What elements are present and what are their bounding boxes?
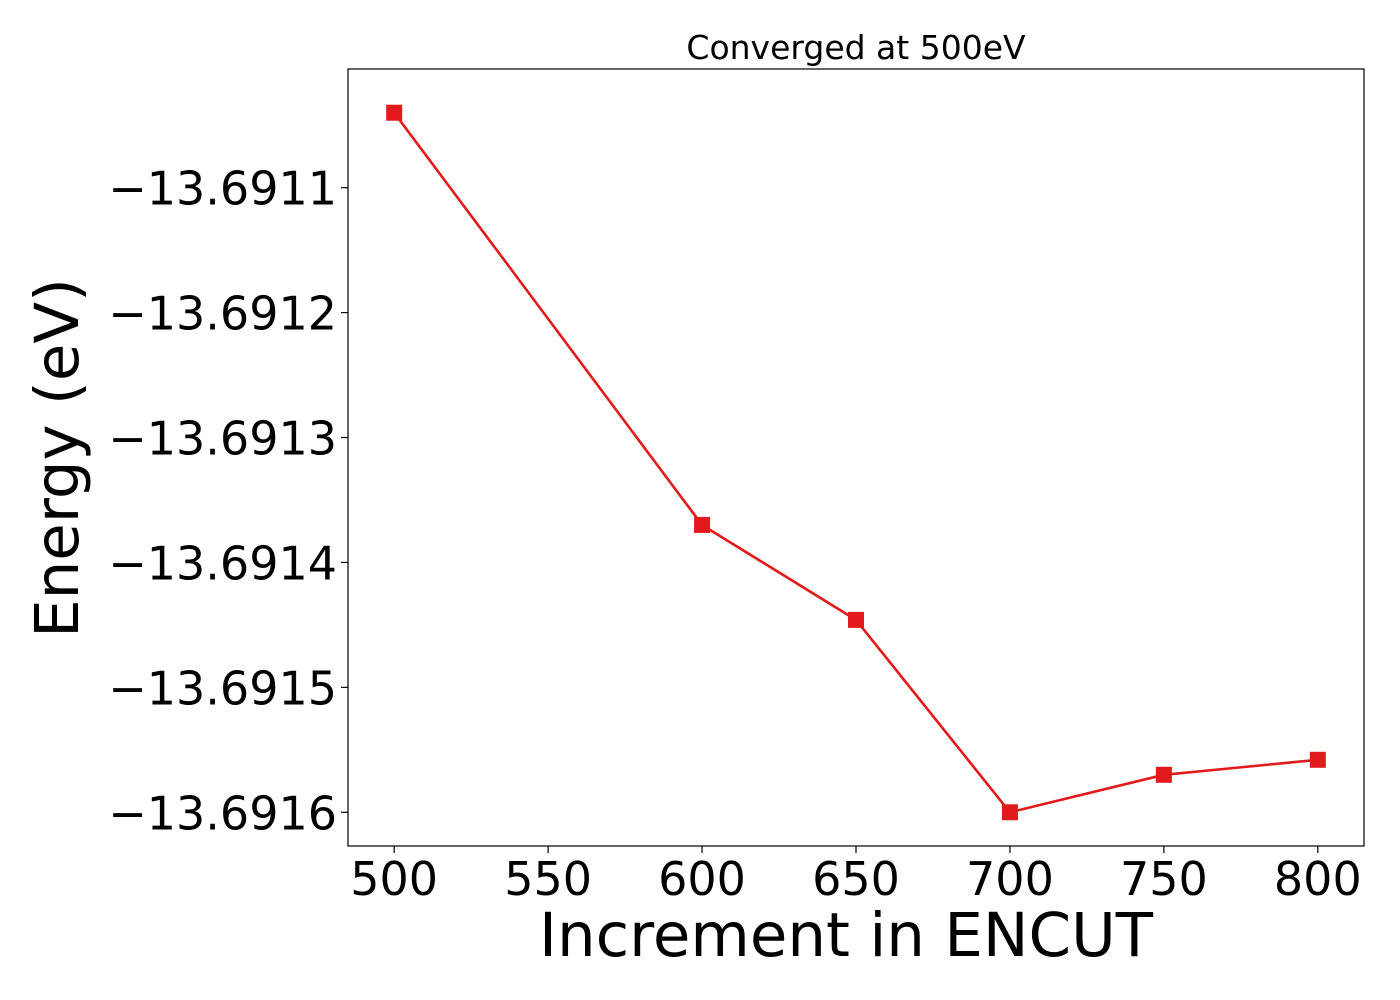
x-axis-label: Increment in ENCUT (539, 900, 1154, 971)
y-axis: −13.6911 −13.6912 −13.6913 −13.6914 −13.6915… (108, 162, 348, 840)
x-tick-label: 600 (658, 852, 746, 906)
x-tick-label: 800 (1274, 852, 1362, 906)
x-tick-label: 700 (966, 852, 1054, 906)
x-tick-label: 650 (812, 852, 900, 906)
data-point-marker (694, 516, 711, 533)
data-point-marker (1001, 804, 1018, 821)
plot-frame (347, 68, 1365, 847)
data-point-marker (848, 611, 864, 628)
data-point-marker (386, 104, 403, 121)
y-tick-label: −13.6913 (108, 412, 337, 466)
x-tick-label: 750 (1120, 852, 1208, 906)
y-axis-label: Energy (eV) (22, 278, 93, 638)
y-tick-label: −13.6916 (108, 786, 337, 840)
y-tick-label: −13.6914 (108, 536, 337, 590)
y-tick-label: −13.6911 (108, 162, 337, 216)
y-tick-label: −13.6912 (108, 287, 337, 341)
x-tick-label: 550 (504, 852, 592, 906)
x-axis: 500 550 600 650 700 750 800 (350, 846, 1362, 906)
chart-title: Converged at 500eV (686, 28, 1026, 67)
data-series (386, 104, 1326, 821)
y-tick-label: −13.6915 (108, 661, 337, 715)
x-tick-label: 500 (350, 852, 438, 906)
series-line (393, 111, 1318, 814)
data-point-marker (1155, 766, 1172, 783)
data-point-marker (1309, 751, 1326, 768)
